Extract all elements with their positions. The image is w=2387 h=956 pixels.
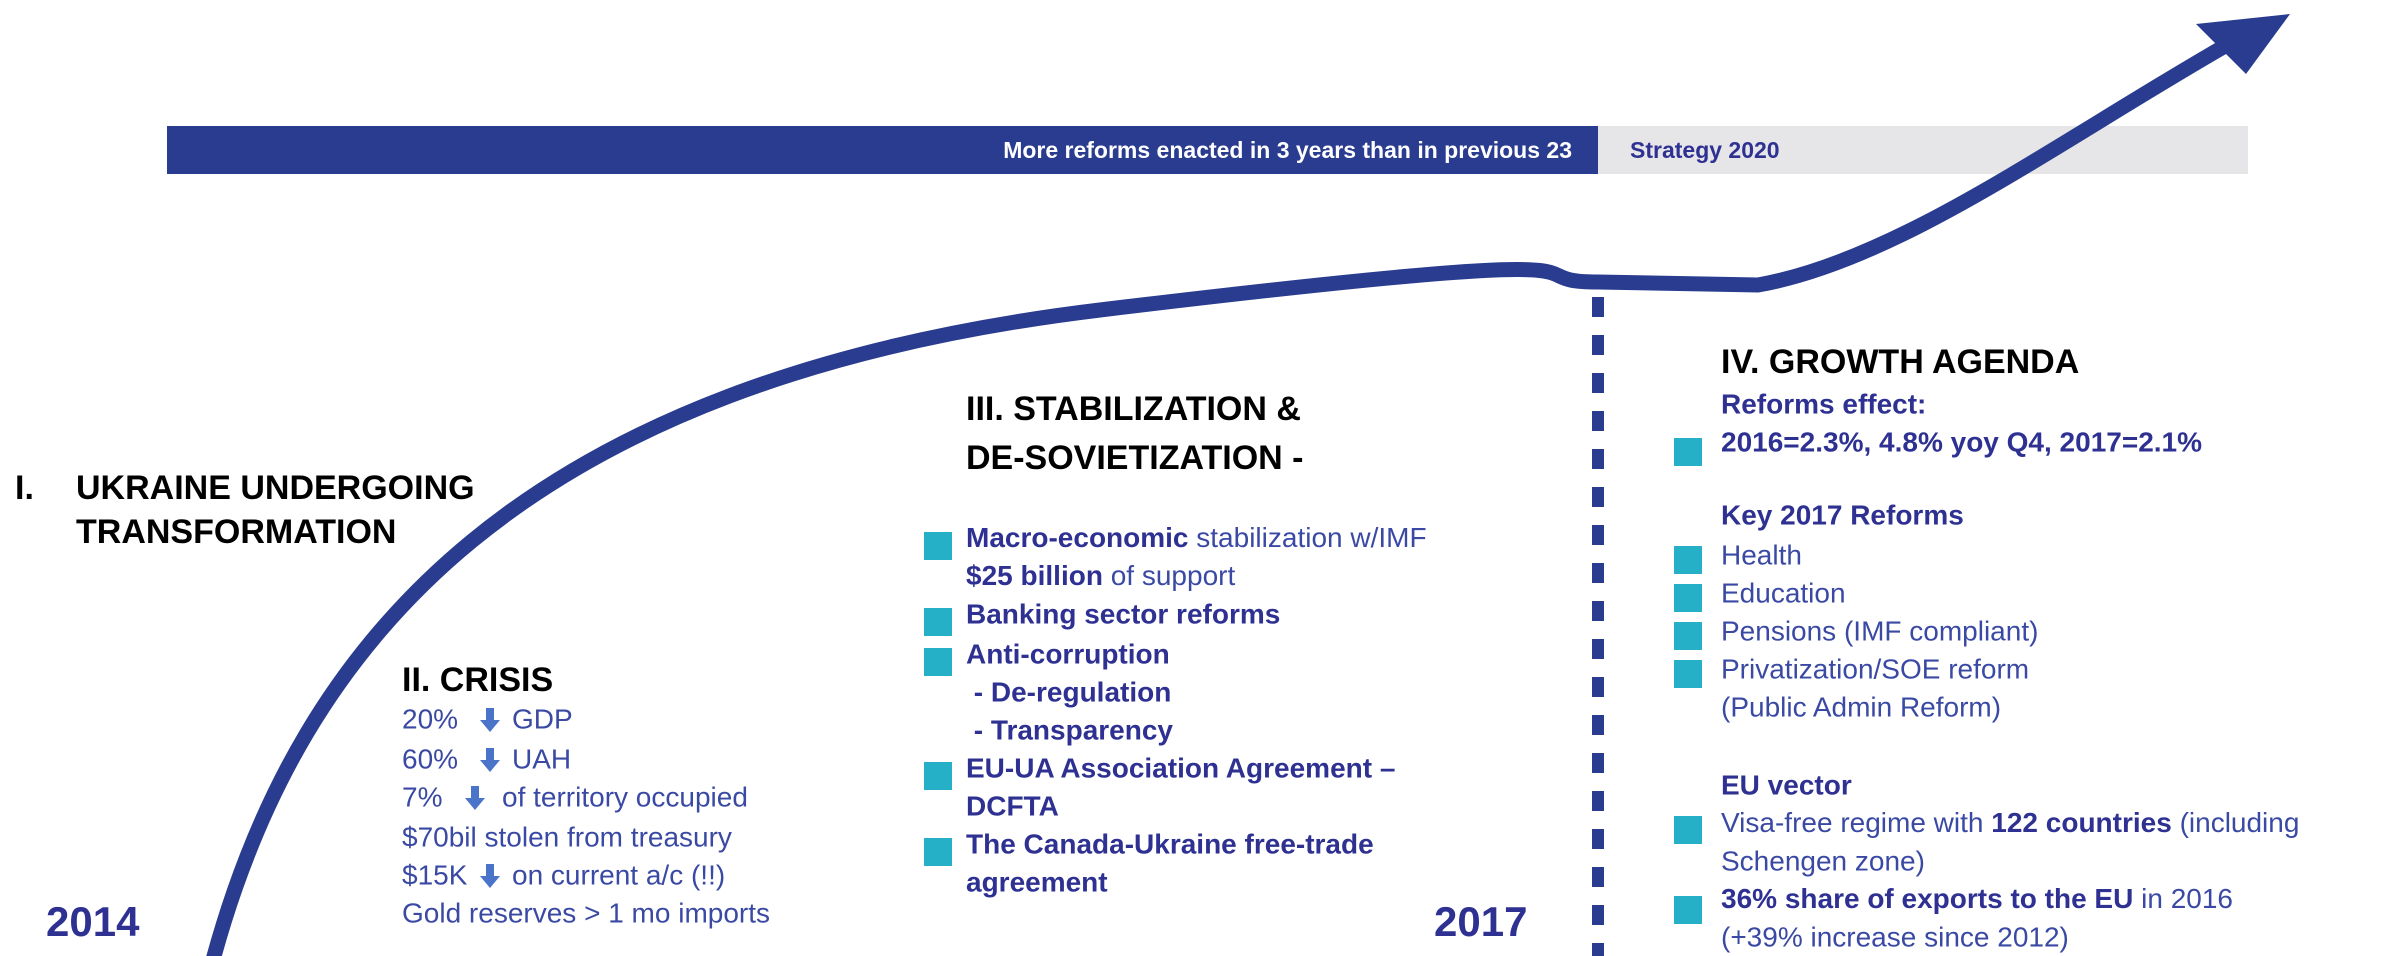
bold-run: 36% share of exports to the EU [1721, 883, 2133, 914]
bullet [924, 762, 952, 790]
reform: Privatization/SOE reform [1721, 653, 2029, 684]
crisis-value: 7% [402, 781, 442, 812]
section1-title: UKRAINE UNDERGOING [76, 469, 475, 507]
down-arrow [480, 748, 500, 772]
bullet [1674, 622, 1702, 650]
bullet [924, 648, 952, 676]
banner-reforms: More reforms enacted in 3 years than in … [1003, 137, 1572, 163]
bullet [924, 838, 952, 866]
effect: 2016=2.3%, 4.8% yoy Q4, 2017=2.1% [1721, 426, 2202, 457]
eu-title: EU vector [1721, 769, 1852, 800]
down-arrow [465, 786, 485, 810]
list-line: EU-UA Association Agreement – [966, 752, 1395, 783]
reform: Education [1721, 577, 1846, 608]
bold-run: Macro-economic [966, 522, 1189, 553]
curve-arrowhead [2196, 14, 2290, 74]
stabilization-list: Macro-economic stabilization w/IMF $25 b… [924, 522, 1427, 897]
banner-strategy: Strategy 2020 [1630, 137, 1780, 163]
list-line: DCFTA [966, 790, 1059, 821]
eu-line: Schengen zone) [1721, 845, 1925, 876]
list-line: - Transparency [966, 714, 1173, 745]
down-arrow [480, 864, 500, 888]
bold-run: 122 countries [1991, 807, 2172, 838]
section3-title: III. STABILIZATION & [966, 390, 1301, 428]
reform: Pensions (IMF compliant) [1721, 615, 2038, 646]
run: of support [1103, 560, 1236, 591]
list-line: The Canada-Ukraine free-trade [966, 828, 1374, 859]
list-line: Anti-corruption [966, 638, 1170, 669]
bullet [924, 532, 952, 560]
reform: (Public Admin Reform) [1721, 691, 2001, 722]
section1-title: TRANSFORMATION [76, 513, 396, 551]
bullet [1674, 816, 1702, 844]
eu-list: Visa-free regime with 122 countries (inc… [1674, 807, 2299, 952]
eu-line: (+39% increase since 2012) [1721, 921, 2069, 952]
section2-title: II. CRISIS [402, 661, 553, 699]
down-arrow [480, 708, 500, 732]
year: 2014 [46, 898, 140, 945]
bullet [924, 608, 952, 636]
list-line: agreement [966, 866, 1108, 897]
year: 2017 [1434, 898, 1527, 945]
section4-title: IV. GROWTH AGENDA [1721, 343, 2079, 381]
bold-run: $25 billion [966, 560, 1103, 591]
run: in 2016 [2133, 883, 2233, 914]
crisis-label: on current a/c (!!) [512, 859, 725, 890]
banner-light [1598, 126, 2248, 174]
reform: Health [1721, 539, 1802, 570]
bullet [1674, 546, 1702, 574]
section1-number: I. [15, 469, 34, 507]
run: Visa-free regime with [1721, 807, 1991, 838]
run: (including [2172, 807, 2300, 838]
crisis-label: UAH [512, 743, 571, 774]
run: stabilization w/IMF [1189, 522, 1427, 553]
eu-line: 36% share of exports to the EU in 2016 [1721, 883, 2233, 914]
crisis-label: GDP [512, 703, 573, 734]
crisis-item: $70bil stolen from treasury [402, 821, 732, 852]
bullet [1674, 896, 1702, 924]
crisis-item: Gold reserves > 1 mo imports [402, 897, 770, 928]
crisis-value: 60% [402, 743, 458, 774]
bullet [1674, 438, 1702, 466]
growth-curve [206, 35, 2236, 956]
bullet [1674, 660, 1702, 688]
crisis-label: of territory occupied [502, 781, 748, 812]
list-line: - De-regulation [966, 676, 1171, 707]
banner-dark [167, 126, 1598, 174]
section3-title: DE-SOVIETIZATION - [966, 439, 1303, 477]
crisis-list: 20% GDP 60% UAH 7% of territory occupied… [402, 703, 770, 928]
crisis-value: 20% [402, 703, 458, 734]
eu-line: Visa-free regime with 122 countries (inc… [1721, 807, 2299, 838]
reforms-list: Health Education Pensions (IMF compliant… [1674, 539, 2038, 722]
list-line: Macro-economic stabilization w/IMF [966, 522, 1427, 553]
reforms-title: Key 2017 Reforms [1721, 499, 1964, 530]
list-line: $25 billion of support [966, 560, 1235, 591]
effect-label: Reforms effect: [1721, 388, 1926, 419]
bullet [1674, 584, 1702, 612]
crisis-value: $15K [402, 859, 468, 890]
list-line: Banking sector reforms [966, 598, 1280, 629]
